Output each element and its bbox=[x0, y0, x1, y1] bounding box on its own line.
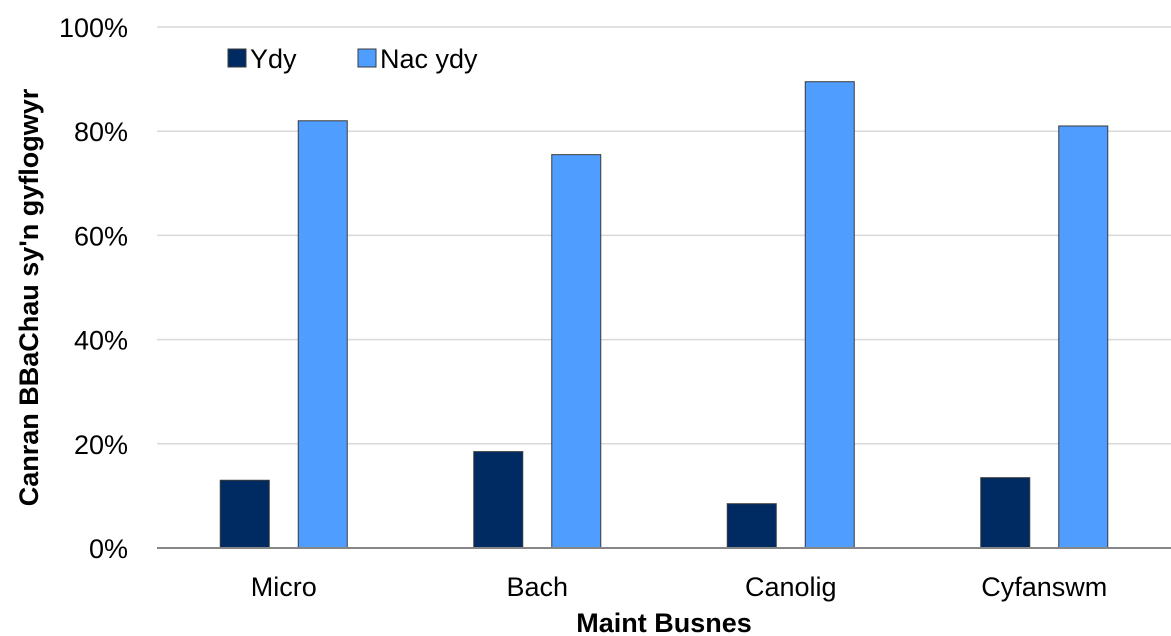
legend-swatch bbox=[357, 48, 377, 68]
bars bbox=[219, 81, 1109, 549]
y-tick-label: 60% bbox=[74, 221, 128, 251]
legend: Ydy Nac ydy bbox=[227, 44, 478, 74]
y-tick-label: 0% bbox=[89, 534, 128, 564]
x-category-label: Canolig bbox=[745, 572, 837, 602]
x-axis-title: Maint Busnes bbox=[576, 608, 752, 636]
legend-swatch bbox=[227, 48, 247, 68]
y-tick-labels: 0% 20% 40% 60% 80% 100% bbox=[59, 13, 128, 564]
bar-nac-ydy-canolig bbox=[804, 81, 855, 549]
bar-ydy-bach bbox=[473, 451, 524, 549]
y-axis-title: Canran BBaChau sy'n gyflogwyr bbox=[14, 88, 44, 506]
bar-nac-ydy-cyfanswm bbox=[1058, 125, 1109, 549]
y-tick-label: 100% bbox=[59, 13, 128, 43]
y-tick-label: 40% bbox=[74, 326, 128, 356]
x-category-label: Micro bbox=[251, 572, 317, 602]
bar-ydy-cyfanswm bbox=[980, 477, 1031, 549]
x-category-label: Cyfanswm bbox=[981, 572, 1107, 602]
legend-label: Nac ydy bbox=[380, 44, 478, 74]
y-tick-label: 80% bbox=[74, 117, 128, 147]
x-category-labels: Micro Bach Canolig Cyfanswm bbox=[251, 572, 1108, 602]
legend-label: Ydy bbox=[250, 44, 297, 74]
bar-nac-ydy-bach bbox=[551, 154, 602, 549]
x-category-label: Bach bbox=[506, 572, 568, 602]
y-tick-label: 20% bbox=[74, 430, 128, 460]
bar-ydy-canolig bbox=[726, 503, 777, 549]
bar-ydy-micro bbox=[219, 479, 270, 549]
bar-nac-ydy-micro bbox=[297, 120, 348, 549]
